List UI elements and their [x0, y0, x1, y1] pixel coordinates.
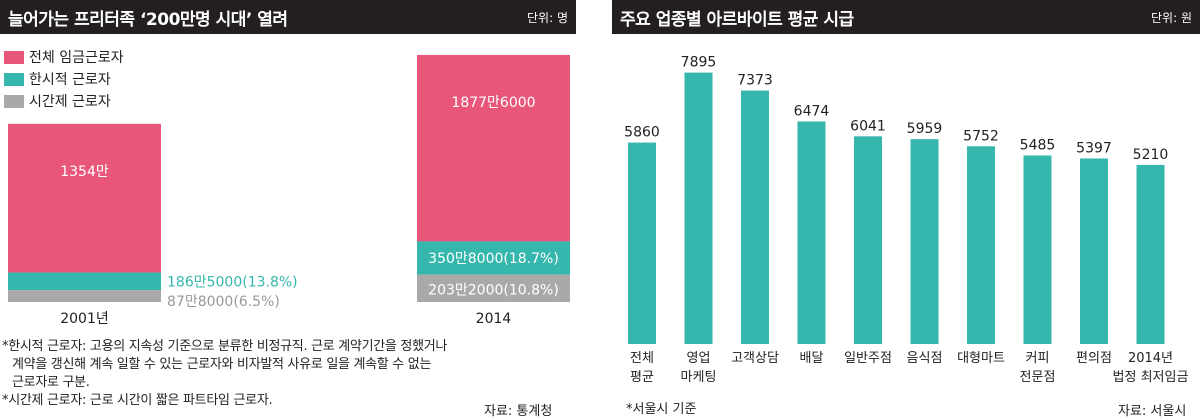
right-note: *서울시 기준: [626, 402, 697, 417]
x-tick-label: 전문점: [1020, 370, 1056, 385]
x-tick-label: 영업: [687, 351, 711, 366]
wage-bar-5: [910, 139, 939, 344]
x-tick-label: 평균: [630, 370, 654, 385]
wage-bar-3: [797, 121, 826, 344]
data-label-temporary: 350만8000(18.7%): [428, 251, 559, 267]
wage-value-label: 6041: [850, 118, 886, 134]
legend-label: 한시적 근로자: [29, 72, 111, 88]
x-tick-label: 전체: [630, 351, 654, 366]
data-label-total: 1354만: [60, 164, 109, 180]
data-label-parttime: 203만2000(10.8%): [428, 282, 559, 298]
wage-bar-4: [854, 136, 882, 344]
legend-swatch: [4, 94, 24, 108]
legend-item-total: 전체 임금근로자: [4, 46, 124, 68]
x-tick-label: 배달: [800, 351, 824, 366]
x-tick-label: 2014년: [1128, 351, 1173, 366]
x-tick-label: 법정 최저임금: [1113, 370, 1189, 385]
wage-bar-8: [1080, 158, 1108, 344]
x-tick-label: 고객상담: [731, 351, 779, 366]
footnote-line: *한시적 근로자: 고용의 지속성 기준으로 분류한 비정규직. 근로 계약기간…: [2, 339, 448, 354]
right-unit-label: 단위: 원: [1151, 11, 1192, 25]
worker-stacked-bar-chart: 1354만 186만5000(13.8%) 87만8000(6.5%) 2001년 18…: [8, 54, 570, 327]
x-tick-label: 커피: [1026, 351, 1050, 366]
bar-total-0: [8, 123, 161, 273]
wage-bar-2: [741, 90, 769, 344]
left-chart-title: 늘어가는 프리터족 ‘200만명 시대’ 열려: [8, 10, 288, 30]
wage-value-label: 5210: [1133, 147, 1169, 163]
footnote-line: 계약을 갱신해 계속 일할 수 있는 근로자와 비자발적 사유로 일을 계속할 …: [12, 357, 432, 372]
right-title-bar: 주요 업종별 아르바이트 평균 시급 단위: 원: [612, 0, 1200, 34]
wage-value-label: 5752: [963, 128, 999, 144]
left-unit-label: 단위: 명: [527, 11, 568, 25]
wage-value-label: 6474: [794, 103, 830, 119]
x-tick-label: 편의점: [1076, 351, 1112, 366]
bar-temporary-0: [8, 272, 161, 291]
data-label-temporary: 186만5000(13.8%): [167, 274, 298, 290]
wage-value-label: 5860: [624, 125, 660, 141]
bar-total-1: [417, 54, 570, 242]
right-chart-title: 주요 업종별 아르바이트 평균 시급: [620, 10, 854, 30]
wage-value-label: 5485: [1020, 137, 1056, 153]
legend-label: 시간제 근로자: [29, 94, 111, 110]
data-label-parttime: 87만8000(6.5%): [167, 294, 280, 310]
x-tick-label: 2001년: [60, 311, 109, 327]
legend-item-temporary: 한시적 근로자: [4, 68, 124, 90]
left-title-bar: 늘어가는 프리터족 ‘200만명 시대’ 열려 단위: 명: [0, 0, 576, 34]
left-source: 자료: 통계청: [484, 404, 553, 419]
right-source: 자료: 서울시: [1118, 404, 1187, 419]
legend-swatch: [4, 72, 24, 86]
wage-bar-0: [628, 142, 656, 344]
left-panel: 늘어가는 프리터족 ‘200만명 시대’ 열려 단위: 명 전체 임금근로자 한…: [0, 0, 576, 420]
wage-bar-7: [1023, 155, 1052, 344]
left-legend: 전체 임금근로자 한시적 근로자 시간제 근로자: [4, 46, 124, 112]
left-footnotes: *한시적 근로자: 고용의 지속성 기준으로 분류한 비정규직. 근로 계약기간…: [2, 338, 574, 410]
wage-bar-6: [967, 146, 995, 344]
legend-item-parttime: 시간제 근로자: [4, 90, 124, 112]
wage-value-label: 5959: [907, 121, 943, 137]
wage-value-label: 7895: [681, 55, 717, 71]
x-tick-label: 대형마트: [957, 351, 1005, 366]
wage-bar-9: [1136, 164, 1165, 344]
wage-bar-1: [684, 72, 713, 344]
wage-value-label: 5397: [1076, 140, 1112, 156]
legend-label: 전체 임금근로자: [29, 50, 124, 66]
x-tick-label: 일반주점: [844, 351, 892, 366]
legend-swatch: [4, 50, 24, 64]
bar-parttime-0: [8, 290, 161, 302]
x-tick-label: 마케팅: [681, 370, 717, 385]
data-label-total: 1877만6000: [451, 95, 535, 111]
x-tick-label: 음식점: [907, 351, 943, 366]
bar-temporary-1: [417, 241, 570, 275]
bar-parttime-1: [417, 274, 570, 302]
footnote-line: 근로자로 구분.: [12, 375, 90, 390]
footnote-line: *시간제 근로자: 근로 시간이 짧은 파트타임 근로자.: [2, 393, 273, 408]
x-tick-label: 2014: [476, 311, 512, 327]
wage-value-label: 7373: [737, 73, 773, 89]
